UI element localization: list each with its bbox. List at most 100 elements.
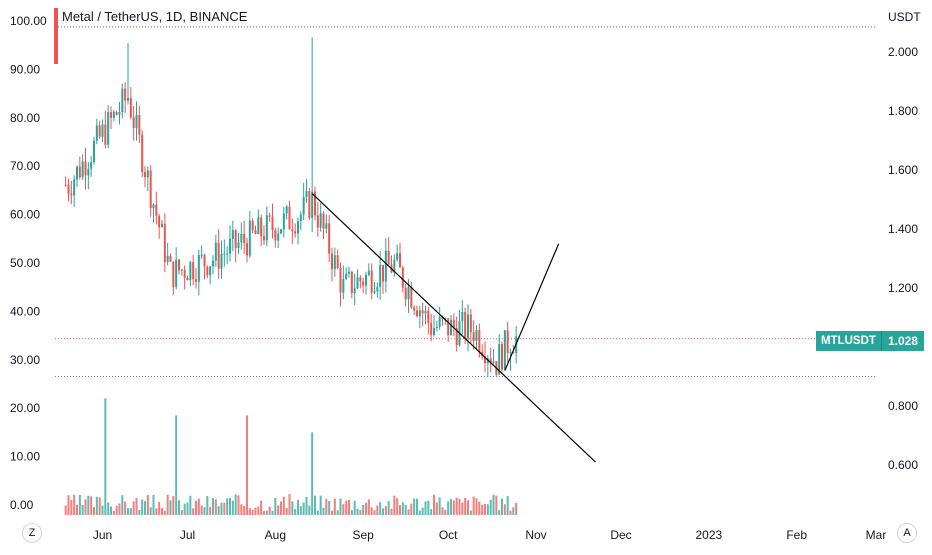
volume-bar bbox=[209, 506, 212, 515]
candle-body bbox=[339, 268, 342, 293]
volume-bar bbox=[110, 506, 112, 515]
candle-body bbox=[129, 97, 132, 118]
candle-body bbox=[200, 254, 203, 256]
candle-body bbox=[370, 270, 373, 293]
candle-body bbox=[365, 275, 367, 286]
candle-body bbox=[118, 111, 121, 115]
right-axis-tick-label: 2.000 bbox=[888, 45, 918, 59]
candle-body bbox=[186, 277, 189, 281]
candle-body bbox=[257, 217, 260, 234]
candle-body bbox=[401, 267, 404, 288]
candle-body bbox=[234, 230, 237, 249]
volume-bar bbox=[163, 510, 166, 515]
volume-bar bbox=[180, 510, 183, 515]
candle-body bbox=[203, 254, 206, 267]
volume-bar bbox=[458, 498, 461, 515]
candle-body bbox=[183, 269, 186, 278]
volume-bar bbox=[280, 501, 282, 515]
candle-body bbox=[121, 88, 124, 112]
volume-bar bbox=[254, 507, 257, 515]
volume-bar bbox=[195, 500, 197, 515]
candle-body bbox=[382, 264, 384, 282]
candle-body bbox=[469, 314, 472, 333]
candle-body bbox=[362, 281, 365, 286]
candle-body bbox=[81, 161, 84, 178]
volume-bar bbox=[393, 495, 396, 515]
volume-bar bbox=[141, 499, 144, 515]
volume-bar bbox=[509, 510, 512, 515]
candle-body bbox=[220, 253, 223, 269]
candle-body bbox=[78, 166, 81, 178]
volume-bar bbox=[396, 498, 399, 515]
candle-body bbox=[76, 166, 78, 180]
candle-body bbox=[175, 259, 178, 288]
volume-bar bbox=[316, 510, 319, 515]
candle-body bbox=[302, 196, 305, 215]
volume-bar bbox=[362, 504, 365, 515]
candle-body bbox=[197, 254, 200, 282]
volume-bar bbox=[382, 508, 384, 515]
volume-bar bbox=[314, 495, 316, 515]
zoom-toggle-button[interactable]: Z bbox=[22, 523, 42, 543]
volume-bar bbox=[277, 505, 280, 515]
candle-body bbox=[418, 310, 421, 317]
volume-bar bbox=[348, 499, 350, 515]
candle-body bbox=[506, 330, 509, 354]
volume-bar bbox=[413, 498, 416, 515]
candle-body bbox=[152, 204, 155, 209]
candle-body bbox=[348, 271, 350, 274]
candle-body bbox=[288, 206, 291, 230]
volume-bar bbox=[492, 494, 495, 515]
candle-body bbox=[427, 310, 430, 323]
descending-trendline bbox=[311, 193, 596, 463]
volume-bar bbox=[515, 502, 518, 515]
candle-body bbox=[384, 250, 387, 282]
candle-body bbox=[112, 111, 115, 118]
candle-body bbox=[299, 214, 302, 222]
candle-body bbox=[161, 223, 163, 228]
volume-bar bbox=[430, 509, 433, 515]
volume-bar bbox=[345, 500, 348, 515]
candle-body bbox=[342, 279, 345, 293]
candle-body bbox=[101, 124, 104, 137]
volume-bar bbox=[152, 494, 155, 515]
candle-body bbox=[475, 330, 478, 341]
volume-bar bbox=[172, 496, 175, 515]
volume-bar bbox=[115, 505, 118, 515]
volume-bar bbox=[268, 506, 271, 515]
candle-body bbox=[413, 307, 416, 311]
volume-bar bbox=[189, 495, 192, 515]
candle-body bbox=[399, 253, 401, 268]
candle-body bbox=[90, 162, 93, 169]
volume-bar bbox=[367, 499, 370, 515]
candle-body bbox=[316, 215, 319, 228]
volume-bar bbox=[282, 496, 285, 515]
auto-scale-button[interactable]: A bbox=[897, 523, 917, 543]
volume-bar bbox=[217, 506, 220, 515]
candle-body bbox=[492, 361, 495, 363]
x-axis-tick-label: Dec bbox=[610, 528, 631, 542]
candle-body bbox=[251, 220, 254, 231]
volume-bar bbox=[410, 503, 413, 515]
volume-bar bbox=[288, 494, 291, 515]
volume-bar bbox=[302, 502, 305, 515]
volume-bar bbox=[223, 502, 226, 515]
left-axis-tick-label: 20.00 bbox=[10, 401, 40, 415]
candle-body bbox=[84, 161, 87, 176]
volume-bar bbox=[149, 507, 152, 515]
volume-bar bbox=[452, 500, 455, 515]
volume-bar bbox=[220, 502, 223, 515]
candle-body bbox=[263, 236, 265, 241]
candle-body bbox=[294, 231, 297, 234]
candle-body bbox=[379, 264, 382, 287]
candle-body bbox=[115, 111, 118, 115]
candle-body bbox=[297, 221, 299, 234]
candle-body bbox=[231, 230, 234, 239]
candle-body bbox=[503, 330, 506, 370]
candle-body bbox=[489, 358, 492, 363]
volume-bar bbox=[178, 500, 180, 515]
candle-body bbox=[484, 355, 486, 364]
volume-bar bbox=[251, 509, 254, 515]
volume-bar bbox=[158, 501, 161, 515]
